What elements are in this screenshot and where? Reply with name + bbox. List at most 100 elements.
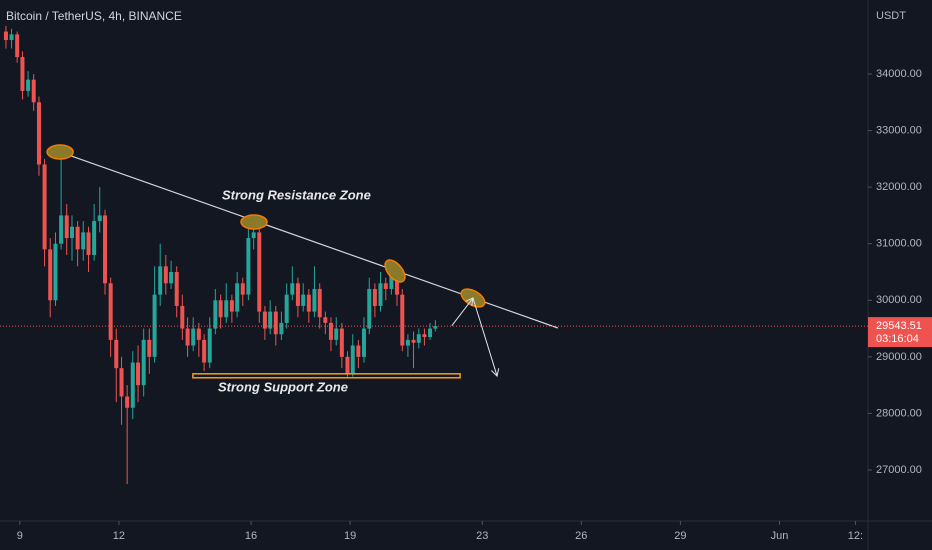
candle-body bbox=[229, 300, 234, 312]
candle-body bbox=[158, 266, 163, 295]
candle-body bbox=[268, 311, 273, 329]
candle-body bbox=[136, 362, 141, 386]
candle-body bbox=[367, 288, 372, 329]
y-tick-label: 29000.00 bbox=[876, 351, 922, 363]
candle-body bbox=[389, 271, 394, 289]
countdown: 03:16:04 bbox=[876, 333, 919, 345]
candle-body bbox=[400, 294, 405, 346]
candle-body bbox=[395, 271, 400, 295]
candle-body bbox=[356, 345, 361, 357]
candle-body bbox=[174, 271, 179, 306]
candle-body bbox=[119, 368, 124, 397]
candle-body bbox=[279, 322, 284, 335]
candle-body bbox=[114, 339, 119, 369]
candle-body bbox=[147, 339, 152, 357]
y-tick-label: 27000.00 bbox=[876, 464, 922, 476]
highlight bbox=[384, 259, 406, 283]
x-tick-label: Jun bbox=[771, 530, 789, 542]
candle-body bbox=[312, 288, 317, 312]
x-tick-label: 29 bbox=[674, 530, 686, 542]
candle-body bbox=[224, 300, 229, 318]
candle-body bbox=[257, 232, 262, 312]
support-note: Strong Support Zone bbox=[218, 379, 348, 394]
candle-body bbox=[64, 215, 69, 239]
candle-body bbox=[108, 283, 113, 340]
currency-label: USDT bbox=[876, 10, 906, 22]
candle-body bbox=[196, 328, 201, 340]
arrow-head bbox=[491, 368, 500, 378]
highlight bbox=[240, 214, 268, 230]
candle-body bbox=[141, 339, 146, 386]
candle-body bbox=[345, 356, 350, 374]
candle-body bbox=[75, 226, 80, 250]
candle-body bbox=[9, 34, 14, 41]
last-price-box bbox=[868, 317, 932, 348]
candle-body bbox=[235, 283, 240, 312]
x-tick-label: 12: bbox=[848, 530, 863, 542]
candle-body bbox=[207, 328, 212, 363]
x-tick-label: 9 bbox=[17, 530, 23, 542]
candle-body bbox=[416, 334, 421, 343]
candle-body bbox=[31, 79, 36, 103]
candle-body bbox=[169, 271, 174, 284]
candle-body bbox=[86, 232, 91, 256]
candle-body bbox=[328, 322, 333, 340]
y-tick-label: 31000.00 bbox=[876, 238, 922, 250]
candle-body bbox=[383, 283, 388, 289]
candle-body bbox=[411, 339, 416, 343]
candle-body bbox=[92, 221, 97, 256]
x-tick-label: 26 bbox=[575, 530, 587, 542]
candle-body bbox=[81, 232, 86, 250]
x-tick-label: 12 bbox=[113, 530, 125, 542]
candle-body bbox=[48, 249, 53, 301]
candle-body bbox=[163, 266, 168, 284]
y-tick-label: 34000.00 bbox=[876, 68, 922, 80]
candle-body bbox=[103, 215, 108, 284]
candle-body bbox=[152, 294, 157, 357]
candle-body bbox=[334, 328, 339, 340]
candle-body bbox=[240, 283, 245, 295]
candle-body bbox=[191, 328, 196, 346]
candle-body bbox=[284, 294, 289, 323]
candle-body bbox=[26, 79, 31, 91]
x-tick-label: 16 bbox=[245, 530, 257, 542]
candle-body bbox=[218, 300, 223, 318]
candle-body bbox=[428, 328, 433, 338]
x-tick-label: 23 bbox=[476, 530, 488, 542]
candle-body bbox=[422, 334, 427, 338]
candle-body bbox=[378, 283, 383, 306]
candle-body bbox=[20, 57, 25, 91]
candle-body bbox=[97, 215, 102, 222]
candle-body bbox=[262, 311, 267, 329]
candle-body bbox=[213, 300, 218, 329]
candle-body bbox=[339, 328, 344, 357]
candle-body bbox=[130, 362, 135, 408]
candle-body bbox=[246, 238, 251, 295]
candle-body bbox=[361, 328, 366, 357]
arrow bbox=[472, 297, 498, 377]
candle-body bbox=[180, 305, 185, 329]
candle-body bbox=[3, 31, 8, 41]
candle-body bbox=[433, 326, 438, 329]
candle-body bbox=[317, 288, 322, 318]
y-tick-label: 28000.00 bbox=[876, 407, 922, 419]
candle-body bbox=[301, 294, 306, 306]
chart-title: Bitcoin / TetherUS, 4h, BINANCE bbox=[6, 9, 182, 23]
y-tick-label: 30000.00 bbox=[876, 294, 922, 306]
candle-body bbox=[295, 283, 300, 306]
candle-body bbox=[290, 283, 295, 295]
y-tick-label: 32000.00 bbox=[876, 181, 922, 193]
arrow bbox=[451, 297, 474, 327]
candle-body bbox=[350, 345, 355, 374]
candle-body bbox=[251, 232, 256, 239]
y-tick-label: 33000.00 bbox=[876, 124, 922, 136]
candle-body bbox=[202, 339, 207, 363]
candle-body bbox=[70, 226, 75, 239]
resistance-note: Strong Resistance Zone bbox=[222, 187, 371, 202]
candle-body bbox=[53, 243, 58, 301]
candle-body bbox=[273, 311, 278, 335]
highlight bbox=[46, 144, 74, 160]
